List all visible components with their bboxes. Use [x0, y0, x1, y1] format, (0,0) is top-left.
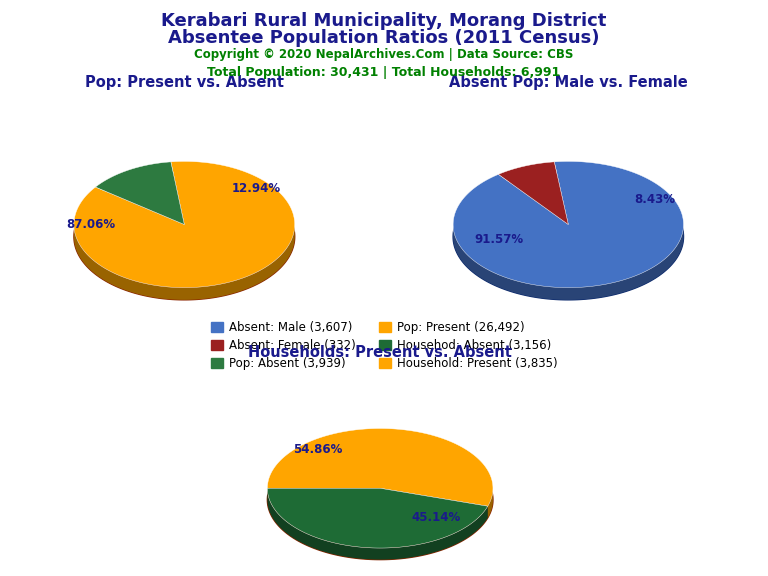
- Text: Absentee Population Ratios (2011 Census): Absentee Population Ratios (2011 Census): [168, 29, 600, 47]
- Title: Pop: Present vs. Absent: Pop: Present vs. Absent: [84, 75, 284, 90]
- Polygon shape: [453, 225, 684, 300]
- Polygon shape: [74, 173, 295, 300]
- Polygon shape: [74, 225, 295, 300]
- Polygon shape: [267, 488, 488, 548]
- Polygon shape: [74, 161, 295, 287]
- Polygon shape: [498, 162, 568, 225]
- Polygon shape: [267, 440, 493, 560]
- Title: Households: Present vs. Absent: Households: Present vs. Absent: [248, 346, 512, 361]
- Text: 91.57%: 91.57%: [475, 233, 524, 247]
- Polygon shape: [453, 173, 684, 300]
- Polygon shape: [453, 161, 684, 287]
- Text: 87.06%: 87.06%: [66, 218, 115, 231]
- Text: Kerabari Rural Municipality, Morang District: Kerabari Rural Municipality, Morang Dist…: [161, 12, 607, 29]
- Polygon shape: [488, 489, 493, 518]
- Legend: Absent: Male (3,607), Absent: Female (332), Pop: Absent (3,939), Pop: Present (2: Absent: Male (3,607), Absent: Female (33…: [206, 316, 562, 375]
- Polygon shape: [267, 429, 493, 506]
- Title: Absent Pop: Male vs. Female: Absent Pop: Male vs. Female: [449, 75, 687, 90]
- Text: 12.94%: 12.94%: [231, 183, 280, 195]
- Text: 54.86%: 54.86%: [293, 443, 343, 456]
- Text: Total Population: 30,431 | Total Households: 6,991: Total Population: 30,431 | Total Househo…: [207, 66, 561, 79]
- Polygon shape: [267, 488, 488, 560]
- Text: 45.14%: 45.14%: [412, 511, 462, 524]
- Polygon shape: [95, 162, 184, 225]
- Text: Copyright © 2020 NepalArchives.Com | Data Source: CBS: Copyright © 2020 NepalArchives.Com | Dat…: [194, 48, 574, 62]
- Text: 8.43%: 8.43%: [634, 192, 675, 206]
